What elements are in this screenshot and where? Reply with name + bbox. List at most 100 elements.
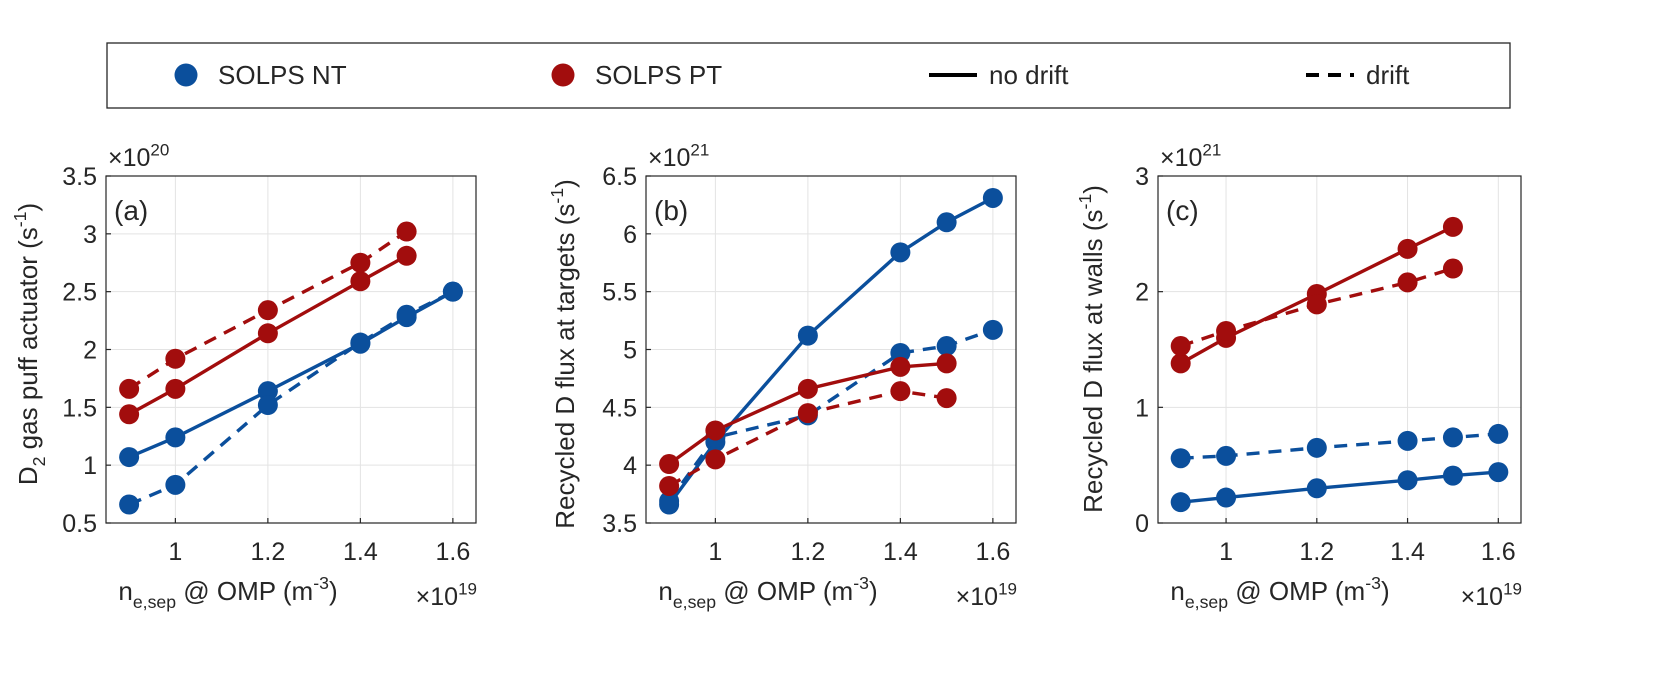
legend: SOLPS NT SOLPS PT no drift drift	[106, 42, 1511, 109]
ytick-label-3: 3	[1135, 163, 1149, 191]
data-point-5	[982, 319, 1003, 340]
panels: 1 1.2 1.4 1.6 0.5 1 1.5 2 2.5 3 3.5 ×1020 ×1019 ne,se…	[10, 141, 1522, 612]
ytick-label-3: 2	[83, 337, 97, 365]
data-point-3	[1397, 430, 1418, 451]
series-nt-no-drift	[1170, 462, 1509, 513]
data-point-1	[1216, 320, 1237, 341]
ytick-label-3: 5	[623, 337, 637, 365]
legend-entry-1: SOLPS PT	[551, 60, 722, 90]
data-point-0	[1170, 353, 1191, 374]
x-axis-label: ne,sep @ OMP (m-3)	[118, 573, 337, 612]
data-point-3	[1397, 238, 1418, 259]
xtick-label-3: 1.6	[975, 538, 1010, 566]
data-point-3	[1397, 272, 1418, 293]
xtick-label-2: 1.4	[1390, 538, 1425, 566]
data-point-5	[1488, 423, 1509, 444]
legend-label-3: drift	[1366, 60, 1410, 90]
series-pt-drift	[659, 381, 957, 496]
series-line	[1180, 432, 1499, 460]
series-nt-drift	[1170, 423, 1509, 469]
data-point-4	[396, 245, 417, 266]
series-nt-drift	[659, 319, 1003, 512]
ytick-label-1: 1	[83, 452, 97, 480]
data-point-5	[982, 187, 1003, 208]
data-point-0	[659, 475, 680, 496]
axes-frame	[1157, 175, 1522, 524]
data-point-1	[1216, 445, 1237, 466]
y-multiplier: ×1021	[1160, 141, 1221, 173]
xtick-label-2: 1.4	[343, 538, 378, 566]
x-axis-label: ne,sep @ OMP (m-3)	[1170, 573, 1389, 612]
y-multiplier: ×1021	[648, 141, 709, 173]
ytick-label-1: 4	[623, 452, 637, 480]
panel-2: 1 1.2 1.4 1.6 3.5 4 4.5 5 5.5 6 6.5 ×1021 ×1019 ne,se…	[547, 141, 1017, 612]
x-multiplier: ×1019	[416, 580, 477, 612]
ytick-label-5: 3	[83, 221, 97, 249]
legend-label-1: SOLPS PT	[595, 60, 722, 90]
data-point-3	[890, 381, 911, 402]
x-axis-label: ne,sep @ OMP (m-3)	[658, 573, 877, 612]
xtick-label-0: 1	[708, 538, 722, 566]
data-point-2	[257, 381, 278, 402]
panel-label: (a)	[114, 195, 148, 226]
ytick-label-0: 0.5	[62, 510, 97, 538]
xtick-label-0: 1	[1219, 538, 1233, 566]
data-point-4	[936, 353, 957, 374]
y-multiplier: ×1020	[108, 141, 169, 173]
data-point-3	[890, 356, 911, 377]
data-point-2	[1306, 437, 1327, 458]
data-point-4	[1442, 427, 1463, 448]
data-point-0	[1170, 448, 1191, 469]
ytick-label-6: 3.5	[62, 163, 97, 191]
series-nt-drift	[119, 281, 463, 515]
data-point-0	[119, 378, 140, 399]
data-point-2	[797, 325, 818, 346]
x-multiplier: ×1019	[956, 580, 1017, 612]
data-point-2	[1306, 294, 1327, 315]
data-point-1	[165, 378, 186, 399]
y-axis-label: Recycled D flux at targets (s-1)	[547, 179, 580, 529]
series-pt-no-drift	[119, 245, 417, 425]
data-point-4	[936, 388, 957, 409]
xtick-label-3: 1.6	[435, 538, 470, 566]
data-point-0	[119, 494, 140, 515]
data-point-3	[890, 342, 911, 363]
data-point-3	[350, 332, 371, 353]
legend-entry-2: no drift	[929, 60, 1069, 90]
xtick-label-2: 1.4	[883, 538, 918, 566]
data-point-1	[165, 348, 186, 369]
xtick-label-3: 1.6	[1481, 538, 1516, 566]
data-point-0	[119, 404, 140, 425]
data-point-2	[257, 395, 278, 416]
ytick-label-2: 1.5	[62, 394, 97, 422]
panel-3: 1 1.2 1.4 1.6 0 1 2 3 ×1021 ×1019 ne,sep @ OMP (m-…	[1075, 141, 1522, 612]
data-point-2	[797, 378, 818, 399]
ytick-label-6: 6.5	[602, 163, 637, 191]
ytick-label-4: 2.5	[62, 279, 97, 307]
ytick-label-0: 3.5	[602, 510, 637, 538]
data-point-0	[119, 447, 140, 468]
data-point-0	[659, 454, 680, 475]
data-point-0	[1170, 336, 1191, 357]
legend-label-0: SOLPS NT	[218, 60, 347, 90]
legend-label-2: no drift	[989, 60, 1069, 90]
data-point-0	[1170, 492, 1191, 513]
data-point-4	[1442, 258, 1463, 279]
ytick-label-1: 1	[1135, 394, 1149, 422]
data-point-3	[890, 242, 911, 263]
legend-entry-3: drift	[1306, 60, 1410, 90]
data-point-1	[165, 474, 186, 495]
xtick-label-1: 1.2	[790, 538, 825, 566]
data-point-2	[1306, 478, 1327, 499]
data-point-1	[165, 427, 186, 448]
series-pt-drift	[119, 221, 417, 399]
data-point-4	[936, 212, 957, 233]
data-point-3	[350, 271, 371, 292]
data-point-2	[797, 403, 818, 424]
legend-box	[106, 42, 1511, 109]
y-axis-label: D2 gas puff actuator (s-1)	[10, 203, 49, 485]
data-point-1	[705, 449, 726, 470]
data-point-4	[396, 221, 417, 242]
panel-label: (b)	[654, 195, 688, 226]
